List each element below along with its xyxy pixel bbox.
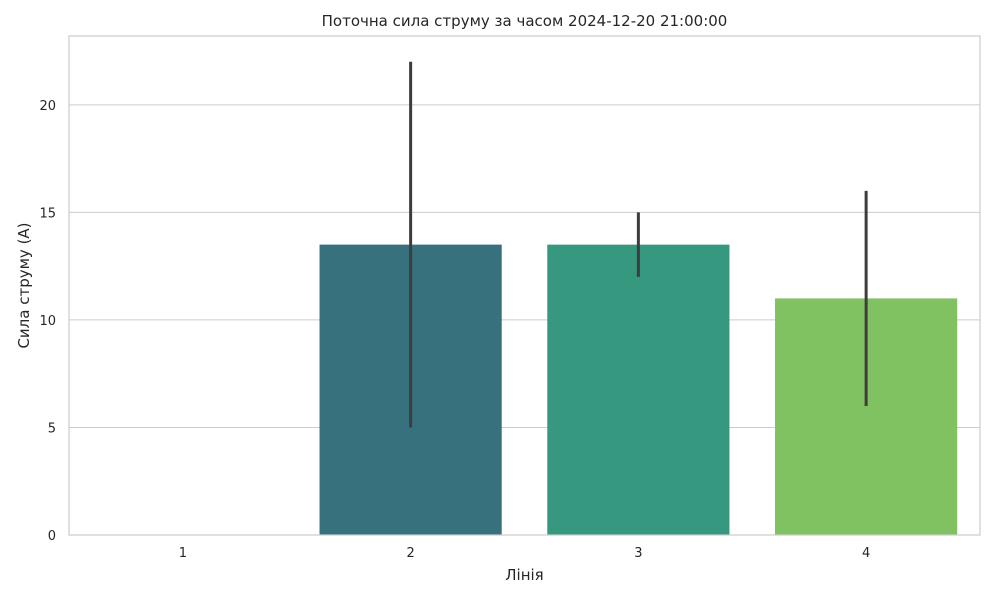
y-axis-label: Сила струму (A) bbox=[15, 222, 33, 348]
x-tick-label: 2 bbox=[406, 546, 414, 561]
error-bars-layer bbox=[409, 61, 868, 428]
y-tick-labels: 0 5 10 15 20 bbox=[39, 99, 56, 544]
chart-title: Поточна сила струму за часом 2024-12-20 … bbox=[322, 12, 728, 30]
y-tick-label: 0 bbox=[48, 529, 56, 544]
y-tick-label: 20 bbox=[39, 99, 56, 114]
bars-layer bbox=[319, 244, 958, 536]
x-axis-label: Лінія bbox=[505, 566, 543, 584]
y-tick-label: 10 bbox=[39, 314, 56, 329]
y-tick-label: 15 bbox=[39, 206, 56, 221]
bar-line-3 bbox=[547, 244, 730, 536]
x-tick-label: 4 bbox=[862, 546, 870, 561]
x-tick-label: 3 bbox=[634, 546, 642, 561]
x-tick-label: 1 bbox=[179, 546, 187, 561]
plot-frame bbox=[68, 35, 981, 536]
x-tick-labels: 1 2 3 4 bbox=[179, 546, 871, 561]
y-tick-label: 5 bbox=[48, 421, 56, 436]
